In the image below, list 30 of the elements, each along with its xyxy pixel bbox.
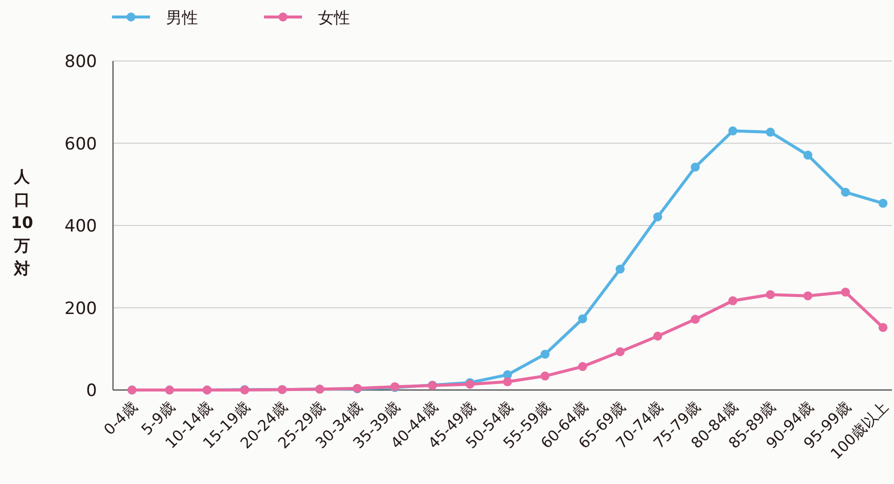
point — [578, 362, 588, 372]
point — [766, 290, 775, 300]
y-axis-title: 人口10万対 — [10, 167, 34, 278]
point — [616, 347, 625, 356]
point — [840, 288, 850, 297]
legend-label: 男性 — [166, 8, 198, 27]
legend-label: 女性 — [318, 8, 350, 27]
point — [540, 372, 550, 381]
y-tick-label: 800 — [64, 52, 97, 72]
point — [728, 296, 738, 306]
point — [690, 162, 700, 172]
point — [540, 350, 550, 359]
y-tick-label: 0 — [86, 381, 97, 401]
y-tick-label: 200 — [64, 298, 97, 319]
y-tick-label: 400 — [64, 216, 97, 236]
point — [840, 188, 850, 197]
point — [653, 332, 662, 341]
point — [766, 128, 775, 137]
point — [690, 314, 700, 324]
point — [616, 264, 625, 274]
point — [653, 212, 662, 222]
point — [503, 377, 512, 386]
point — [878, 322, 888, 332]
point — [803, 291, 812, 300]
point — [578, 314, 588, 324]
x-tick-label: 0-4歳 — [100, 398, 141, 439]
point — [878, 198, 888, 208]
point — [728, 126, 738, 136]
point — [803, 150, 812, 160]
y-tick-label: 600 — [64, 134, 97, 154]
